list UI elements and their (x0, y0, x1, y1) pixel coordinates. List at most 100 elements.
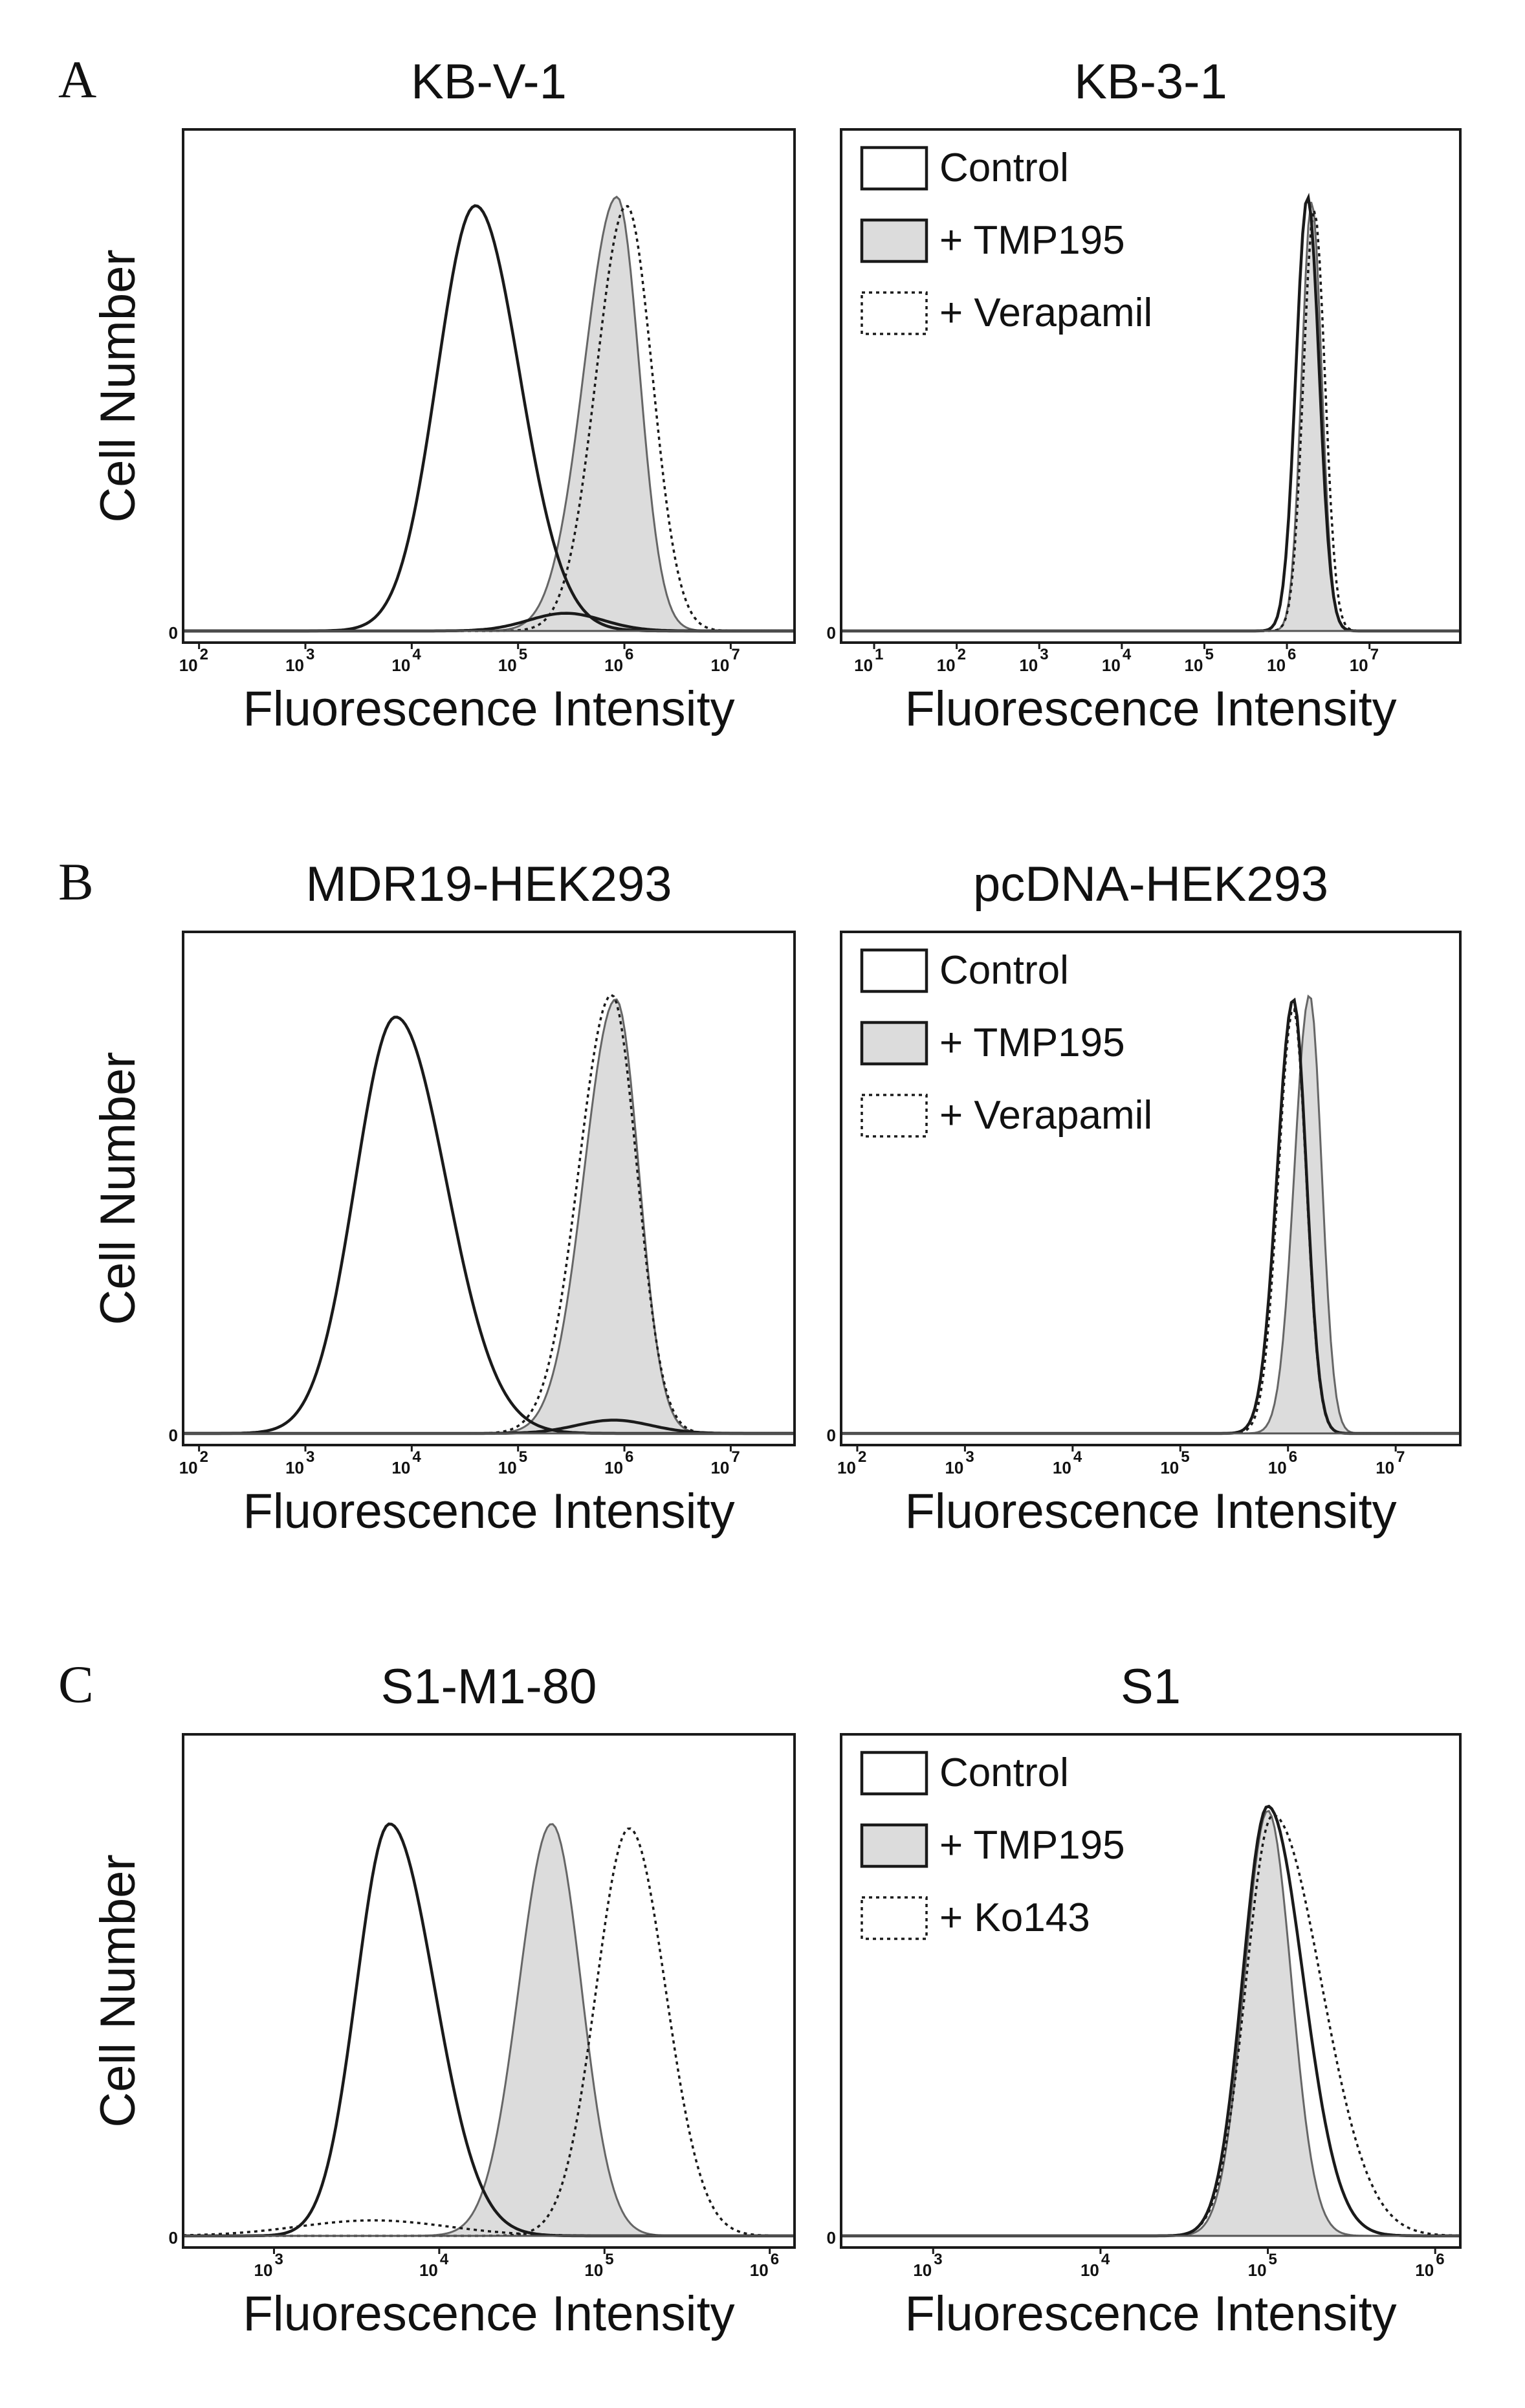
x-tick: 102 (937, 643, 966, 675)
series-verapamil (184, 204, 793, 632)
x-tick: 102 (837, 1445, 866, 1477)
x-tick-base: 10 (285, 656, 304, 675)
legend: Control + TMP195 + Ko143 (860, 1751, 1125, 1940)
x-tick-base: 10 (604, 1458, 623, 1477)
x-tick-base: 10 (1350, 656, 1368, 675)
x-tick: 107 (1350, 643, 1379, 675)
chart-title: S1-M1-80 (381, 1659, 597, 1714)
x-tick-exponent: 5 (519, 1448, 527, 1466)
chart-title: KB-V-1 (411, 54, 567, 109)
x-tick-base: 10 (391, 1458, 410, 1477)
x-tick-exponent: 7 (1396, 1448, 1405, 1466)
plot-frame (182, 128, 796, 644)
y-zero-label: 0 (169, 1426, 178, 1445)
legend-label: + TMP195 (939, 1823, 1125, 1868)
x-tick: 104 (1102, 643, 1132, 675)
x-tick-exponent: 2 (200, 646, 208, 663)
series-ko143-low-shoulder (184, 2219, 793, 2237)
x-tick: 104 (419, 2248, 449, 2280)
legend-label: + TMP195 (939, 218, 1125, 263)
series-control (184, 204, 793, 633)
x-tick-exponent: 6 (1288, 646, 1296, 663)
plot-frame (840, 931, 1462, 1446)
x-tick-exponent: 3 (306, 1448, 314, 1466)
x-tick-exponent: 2 (200, 1448, 208, 1466)
x-tick-base: 10 (179, 656, 198, 675)
x-tick: 105 (1185, 643, 1214, 675)
series-tmp195-low-shoulder (184, 612, 793, 633)
x-axis-label: Fluorescence Intensity (905, 681, 1396, 736)
x-tick: 107 (710, 1445, 740, 1477)
x-tick-exponent: 5 (519, 646, 527, 663)
legend-label: + TMP195 (939, 1021, 1125, 1065)
y-zero-label: 0 (827, 2228, 836, 2248)
x-tick-base: 10 (179, 1458, 198, 1477)
plot-frame (182, 931, 796, 1446)
x-tick-exponent: 5 (1205, 646, 1213, 663)
x-tick-exponent: 6 (625, 1448, 633, 1466)
x-tick-exponent: 5 (1269, 2251, 1277, 2268)
x-tick-exponent: 6 (771, 2251, 779, 2268)
x-tick-base: 10 (1053, 1458, 1071, 1477)
legend-label: Control (939, 1751, 1069, 1795)
legend-item: + Verapamil (861, 1093, 1152, 1138)
legend: Control + TMP195 + Verapamil (860, 948, 1152, 1138)
x-tick-base: 10 (604, 656, 623, 675)
legend-item: + TMP195 (860, 1021, 1125, 1066)
series-tmp195 (184, 1823, 793, 2237)
x-tick-base: 10 (1185, 656, 1203, 675)
chart-title: pcDNA-HEK293 (973, 857, 1328, 912)
series-tmp195 (842, 994, 1459, 1435)
x-tick: 106 (604, 643, 633, 675)
chart-title: KB-3-1 (1074, 54, 1227, 109)
panel-letter: A (58, 50, 96, 109)
x-tick-base: 10 (498, 656, 517, 675)
y-axis-label: Cell Number (91, 1052, 146, 1325)
legend: Control + TMP195 + Verapamil (860, 146, 1152, 335)
legend-swatch-dotted (861, 291, 928, 335)
panel-B-right: pcDNA-HEK2930102103104105106107Fluoresce… (827, 857, 1462, 1539)
x-tick-exponent: 4 (1123, 646, 1132, 663)
x-tick-exponent: 5 (1181, 1448, 1189, 1466)
x-tick: 106 (1267, 643, 1296, 675)
x-tick: 106 (750, 2248, 779, 2280)
legend-label: + Ko143 (939, 1895, 1090, 1940)
series-control (842, 192, 1459, 633)
legend-swatch-open (860, 948, 928, 993)
legend-item: + TMP195 (860, 218, 1125, 263)
series-verapamil (842, 210, 1459, 632)
x-tick: 103 (1019, 643, 1049, 675)
legend-swatch-open (860, 1751, 928, 1796)
legend-item: + Verapamil (861, 291, 1152, 335)
y-axis-label: Cell Number (91, 249, 146, 522)
x-tick-base: 10 (1160, 1458, 1179, 1477)
x-tick-exponent: 3 (306, 646, 314, 663)
x-tick-base: 10 (913, 2260, 932, 2280)
x-tick: 103 (913, 2248, 943, 2280)
x-tick-exponent: 3 (934, 2251, 942, 2268)
plot-area (184, 1822, 793, 2238)
plot-area (842, 192, 1459, 633)
x-tick-exponent: 3 (1040, 646, 1048, 663)
x-axis-label: Fluorescence Intensity (243, 2286, 734, 2341)
legend-swatch-filled (860, 218, 928, 263)
series-verapamil (184, 993, 793, 1435)
plot-area (842, 994, 1459, 1435)
plot-frame (182, 1733, 796, 2249)
y-zero-label: 0 (827, 1426, 836, 1445)
series-tmp195 (184, 195, 793, 632)
panel-letter: B (58, 852, 94, 911)
legend-item: + TMP195 (860, 1823, 1125, 1868)
x-axis-label: Fluorescence Intensity (905, 2286, 1396, 2341)
x-tick-exponent: 4 (412, 1448, 421, 1466)
x-tick: 106 (1268, 1445, 1297, 1477)
x-tick: 102 (179, 643, 208, 675)
x-tick: 102 (179, 1445, 208, 1477)
x-tick-exponent: 6 (1436, 2251, 1444, 2268)
x-tick-exponent: 4 (440, 2251, 449, 2268)
chart-title: MDR19-HEK293 (306, 857, 672, 912)
x-tick-base: 10 (498, 1458, 517, 1477)
